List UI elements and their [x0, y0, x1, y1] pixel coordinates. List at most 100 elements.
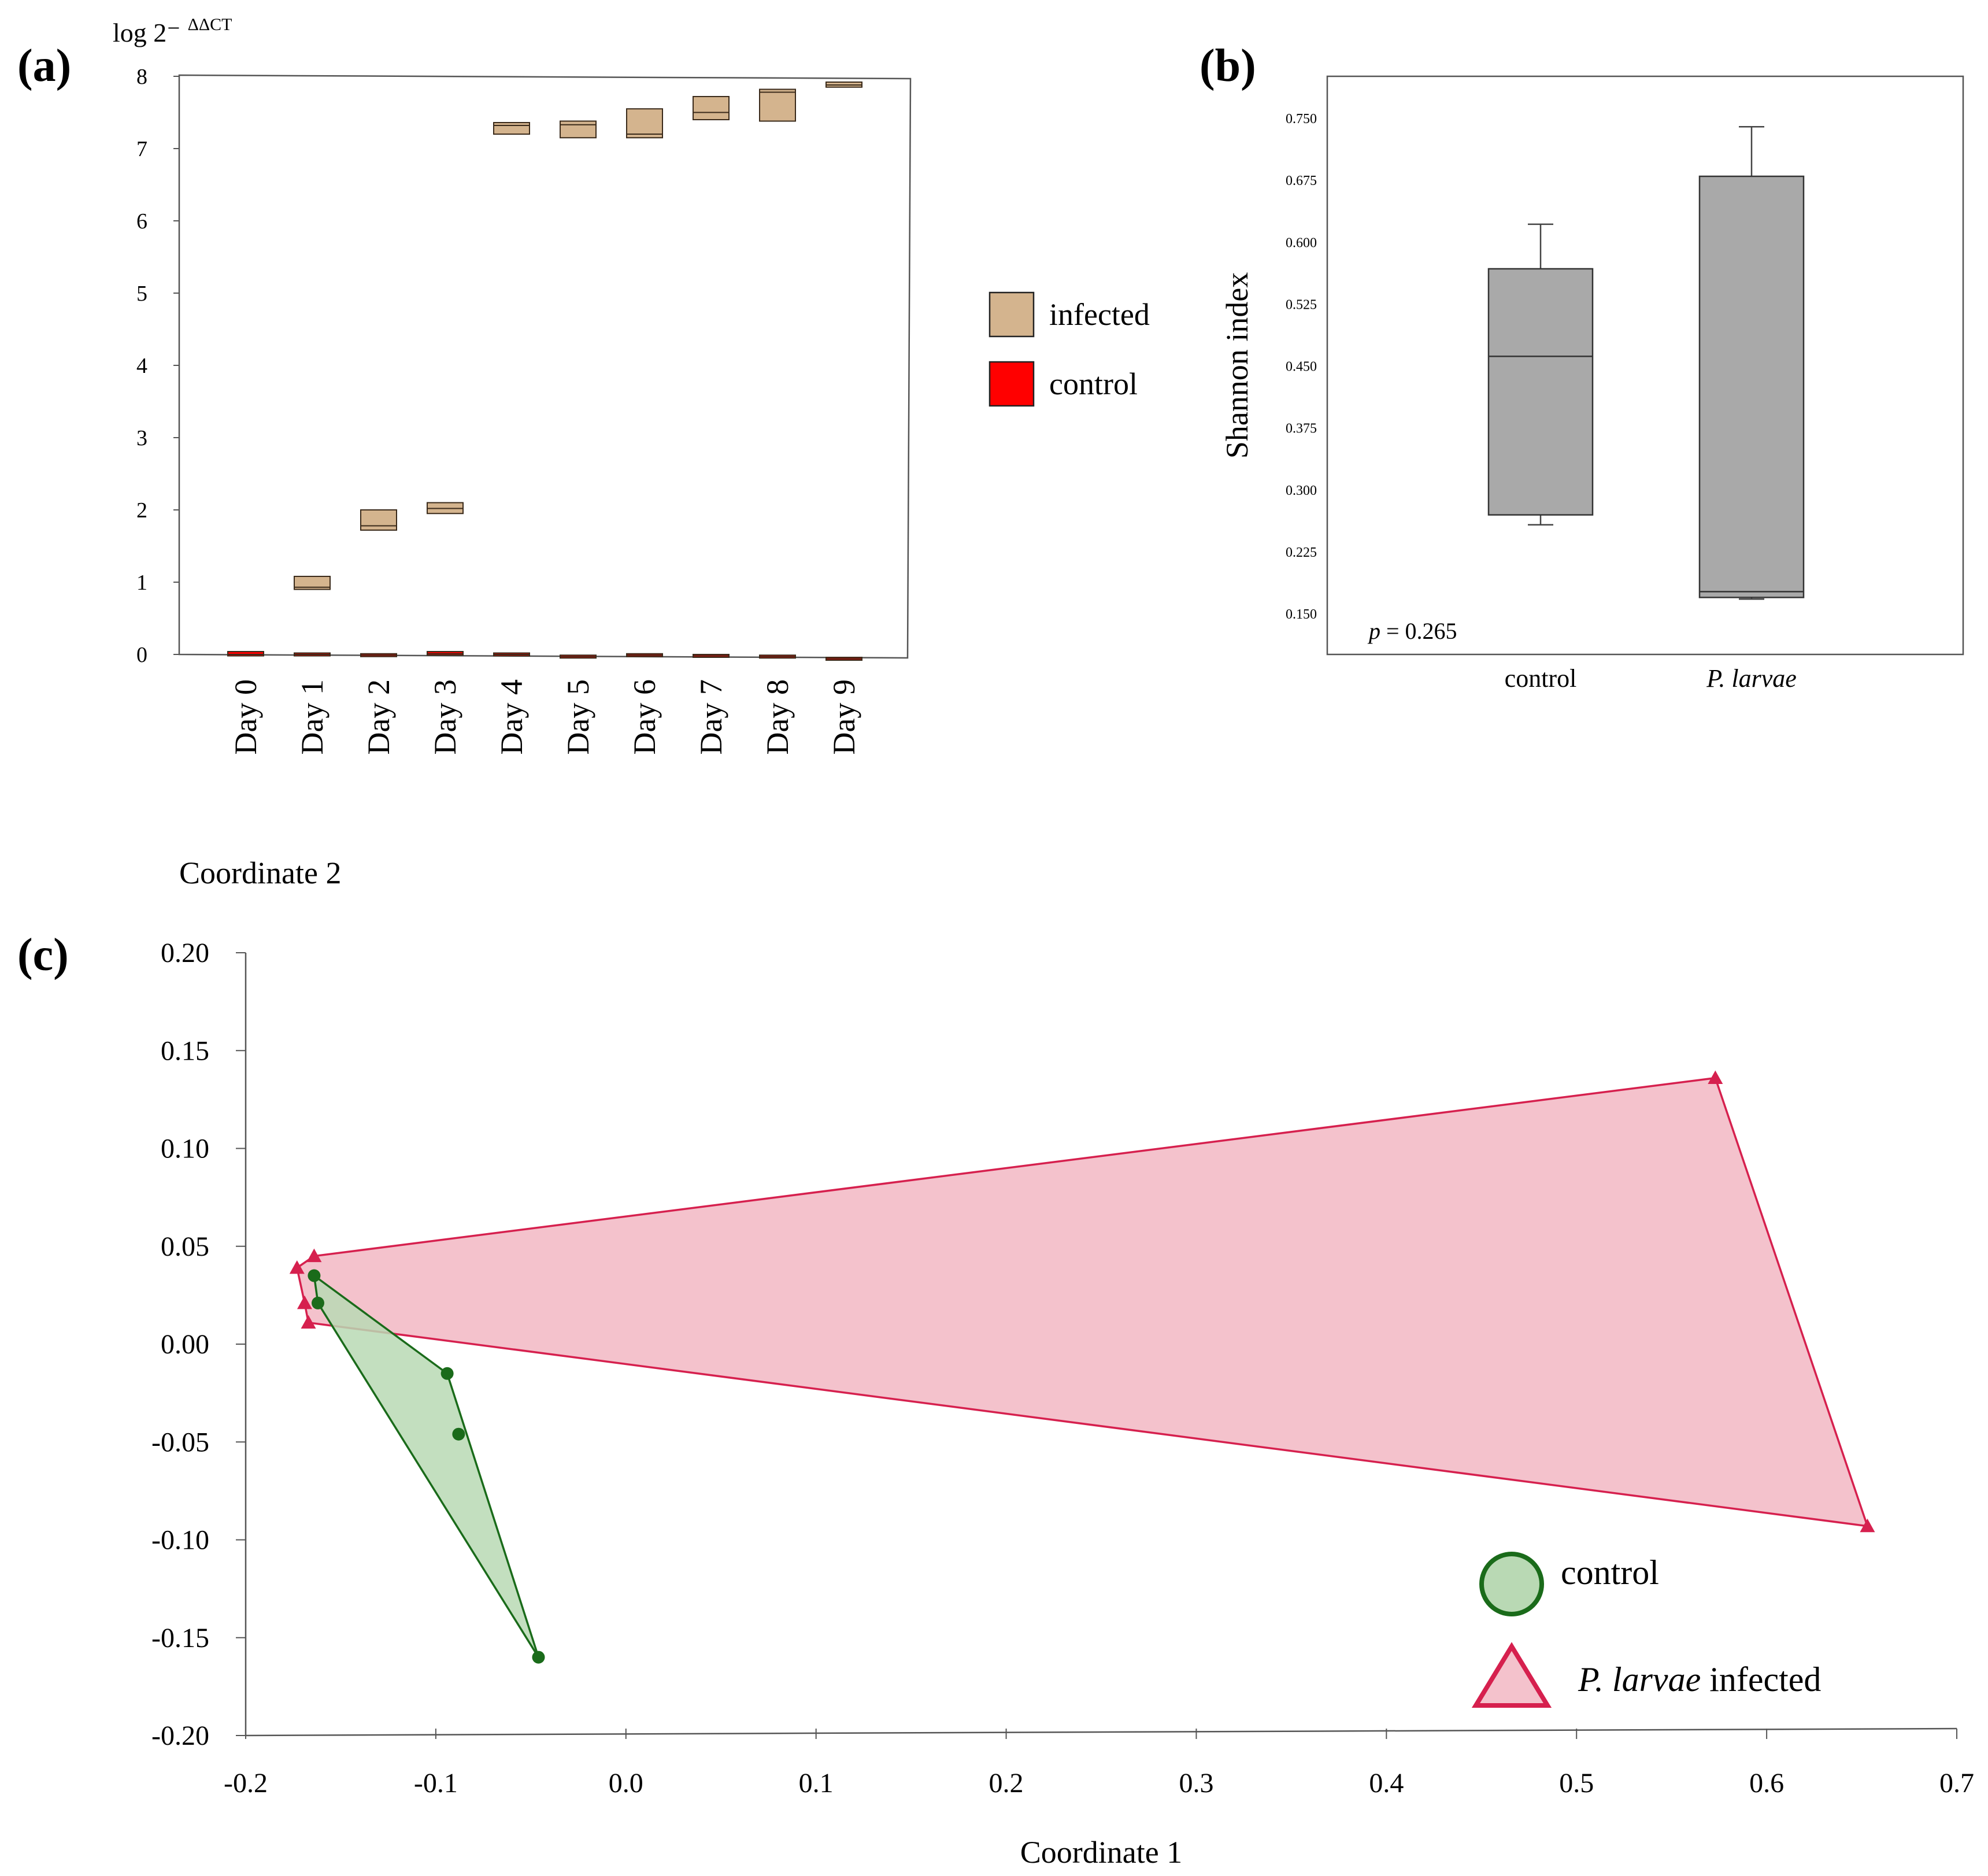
b-xtick-label: P. larvae: [1706, 664, 1797, 693]
panel-b-plot-frame: [1326, 75, 1964, 656]
b-ytick-label: 0.300: [1286, 483, 1317, 498]
a-ytick-label: 7: [136, 137, 147, 161]
c-xtick-label: 0.6: [1749, 1768, 1784, 1799]
a-box-infected: [693, 96, 730, 120]
a-ytick-label: 1: [136, 571, 147, 595]
panel-a: (a) log 2⁻ ΔΔCT 0 1 2 3 4 5 6 7 8 Day 0 Day 1 Day 2…: [17, 15, 1150, 754]
a-box-infected: [626, 108, 663, 139]
b-xtick-label: control: [1505, 664, 1577, 693]
c-xtick-label: -0.2: [224, 1768, 268, 1799]
a-ytick-label: 3: [136, 426, 147, 450]
c-xtick-label: -0.1: [414, 1768, 458, 1799]
c-point-control: [308, 1269, 321, 1282]
c-point-infected: [1860, 1518, 1875, 1533]
panel-b-boxes: [1487, 126, 1805, 600]
legend-marker-control: [1479, 1552, 1544, 1616]
a-ytick-label: 6: [136, 209, 147, 234]
c-point-control: [532, 1651, 545, 1664]
legend-marker-infected: [1471, 1642, 1552, 1708]
c-xtick-label: 0.3: [1179, 1768, 1213, 1799]
panel-b-x-ticks: control P. larvae: [1505, 664, 1797, 693]
panel-c-ticks: -0.20-0.15-0.10-0.050.000.050.100.150.20…: [151, 938, 1974, 1799]
a-ytick-label: 4: [136, 354, 147, 378]
b-ytick-label: 0.750: [1286, 112, 1317, 127]
legend-label-control: control: [1049, 367, 1138, 401]
c-xtick-label: 0.4: [1369, 1768, 1404, 1799]
panel-b-ylabel: Shannon index: [1220, 272, 1254, 458]
legend-label-control-c: control: [1561, 1553, 1659, 1592]
c-hull-infected: [296, 1076, 1869, 1527]
a-xtick-label: Day 2: [361, 679, 396, 754]
c-ytick-label: 0.15: [161, 1035, 209, 1066]
a-box-infected: [360, 509, 397, 531]
c-ytick-label: 0.05: [161, 1231, 209, 1262]
panel-c-ylabel: Coordinate 2: [179, 856, 341, 890]
c-point-control: [452, 1427, 465, 1441]
a-box-infected: [560, 120, 597, 139]
c-point-infected: [1708, 1070, 1723, 1085]
a-xtick-label: Day 0: [228, 679, 263, 754]
c-point-control: [440, 1367, 454, 1380]
c-point-infected: [306, 1248, 322, 1263]
a-ytick-label: 0: [136, 643, 147, 667]
a-box-control: [227, 651, 264, 657]
b-ytick-label: 0.225: [1286, 545, 1317, 560]
a-xtick-label: Day 8: [760, 679, 795, 754]
panel-a-label: (a): [17, 40, 71, 91]
panel-a-ylabel: log 2⁻ ΔΔCT: [113, 15, 232, 47]
panel-b: (b) Shannon index 0.150 0.225 0.300 0.375 0.…: [1200, 40, 1964, 693]
a-xtick-label: Day 5: [561, 679, 595, 754]
c-ytick-label: 0.20: [161, 938, 209, 968]
a-xtick-label: Day 6: [627, 679, 662, 754]
a-box-infected: [759, 88, 796, 122]
c-xtick-label: 0.2: [989, 1768, 1024, 1799]
b-ytick-label: 0.675: [1286, 173, 1317, 188]
b-ytick-label: 0.150: [1286, 607, 1317, 622]
c-xtick-label: 0.5: [1559, 1768, 1594, 1799]
panel-b-label: (b): [1200, 40, 1256, 91]
legend-label-infected: infected: [1049, 297, 1150, 332]
c-xtick-label: 0.1: [799, 1768, 834, 1799]
a-xtick-label: Day 1: [295, 679, 330, 754]
a-xtick-label: Day 7: [694, 679, 728, 754]
legend-swatch-infected: [989, 291, 1035, 338]
c-ytick-label: -0.20: [151, 1720, 209, 1751]
b-ytick-label: 0.450: [1286, 360, 1317, 375]
panel-c-xlabel: Coordinate 1: [1020, 1835, 1182, 1870]
legend-swatch-control: [989, 361, 1035, 407]
panel-b-p-annotation: p = 0.265: [1367, 618, 1457, 644]
a-ytick-label: 8: [136, 65, 147, 89]
b-box: [1698, 175, 1805, 598]
a-xtick-label: Day 9: [827, 679, 861, 754]
a-ytick-label: 2: [136, 498, 147, 523]
panel-c: (c) Coordinate 2 Coordinate 1 -0.20 -0.15…: [17, 856, 1974, 1870]
c-ytick-label: 0.00: [161, 1329, 209, 1360]
panel-a-x-ticks: Day 0 Day 1 Day 2 Day 3 Day 4 Day 5 Day 6 Day 7…: [228, 679, 861, 754]
c-point-infected: [301, 1315, 316, 1329]
a-ytick-label: 5: [136, 282, 147, 306]
c-ytick-label: -0.05: [151, 1427, 209, 1457]
a-xtick-label: Day 3: [428, 679, 462, 754]
legend-label-infected-c: P. larvae infected: [1578, 1660, 1821, 1699]
c-point-infected: [297, 1295, 312, 1309]
c-ytick-label: -0.15: [151, 1623, 209, 1653]
panel-a-boxes: [227, 82, 862, 661]
a-xtick-label: Day 4: [494, 679, 529, 754]
panel-a-y-ticks: 0 1 2 3 4 5 6 7 8: [136, 65, 179, 667]
panel-c-points: [289, 1070, 1875, 1664]
c-ytick-label: 0.10: [161, 1134, 209, 1164]
c-xtick-label: 0.0: [609, 1768, 643, 1799]
panel-c-label: (c): [17, 930, 69, 980]
panel-b-y-ticks: 0.150 0.225 0.300 0.375 0.450 0.525 0.600 0.675…: [1286, 112, 1317, 622]
c-xtick-label: 0.7: [1939, 1768, 1974, 1799]
b-ytick-label: 0.525: [1286, 297, 1317, 312]
a-box-infected: [294, 576, 331, 590]
panel-a-legend: infected control: [989, 291, 1150, 407]
c-point-infected: [289, 1260, 305, 1274]
panel-c-legend: control P. larvae infected: [1471, 1552, 1821, 1708]
panel-a-plot-frame: [178, 74, 912, 659]
panel-c-x-axis: [245, 1727, 1957, 1737]
b-ytick-label: 0.375: [1286, 421, 1317, 436]
a-box-infected: [493, 122, 530, 135]
